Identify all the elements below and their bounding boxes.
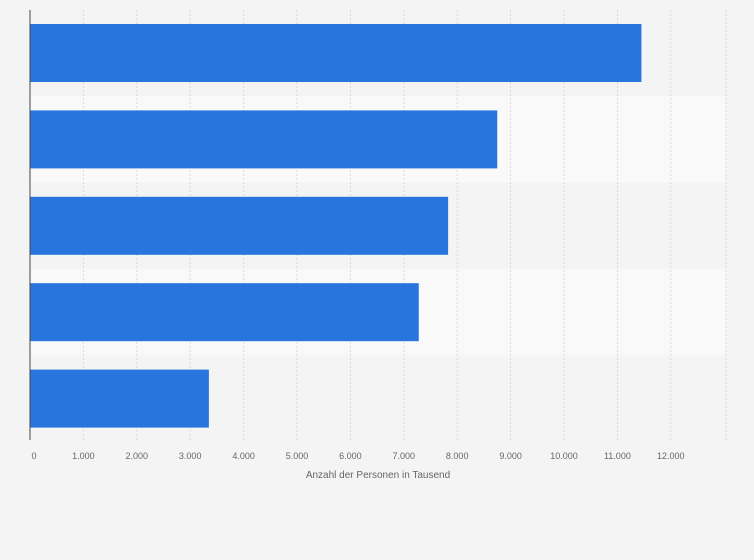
bar[interactable] [30,196,449,255]
bars [30,24,642,428]
x-tick-label: 8.000 [446,451,469,461]
x-tick-label: 5.000 [286,451,309,461]
x-tick-label: 4.000 [232,451,255,461]
bar[interactable] [30,24,642,82]
x-tick-label: 7.000 [393,451,416,461]
bar[interactable] [30,110,498,169]
x-tick-label: 9.000 [499,451,522,461]
x-tick-label: 3.000 [179,451,202,461]
x-tick-label: 10.000 [550,451,578,461]
x-tick-label: 6.000 [339,451,362,461]
x-tick-label: 0 [31,451,36,461]
bar[interactable] [30,369,209,428]
x-tick-label: 1.000 [72,451,95,461]
bar[interactable] [30,283,419,342]
x-tick-label: 11.000 [604,451,631,461]
x-tick-labels: 0 1.000 2.000 3.000 4.000 5.000 6.000 7.000 8.00… [31,451,684,461]
x-tick-label: 12.000 [657,451,685,461]
x-tick-label: 2.000 [126,451,149,461]
x-axis-title: Anzahl der Personen in Tausend [306,470,450,481]
